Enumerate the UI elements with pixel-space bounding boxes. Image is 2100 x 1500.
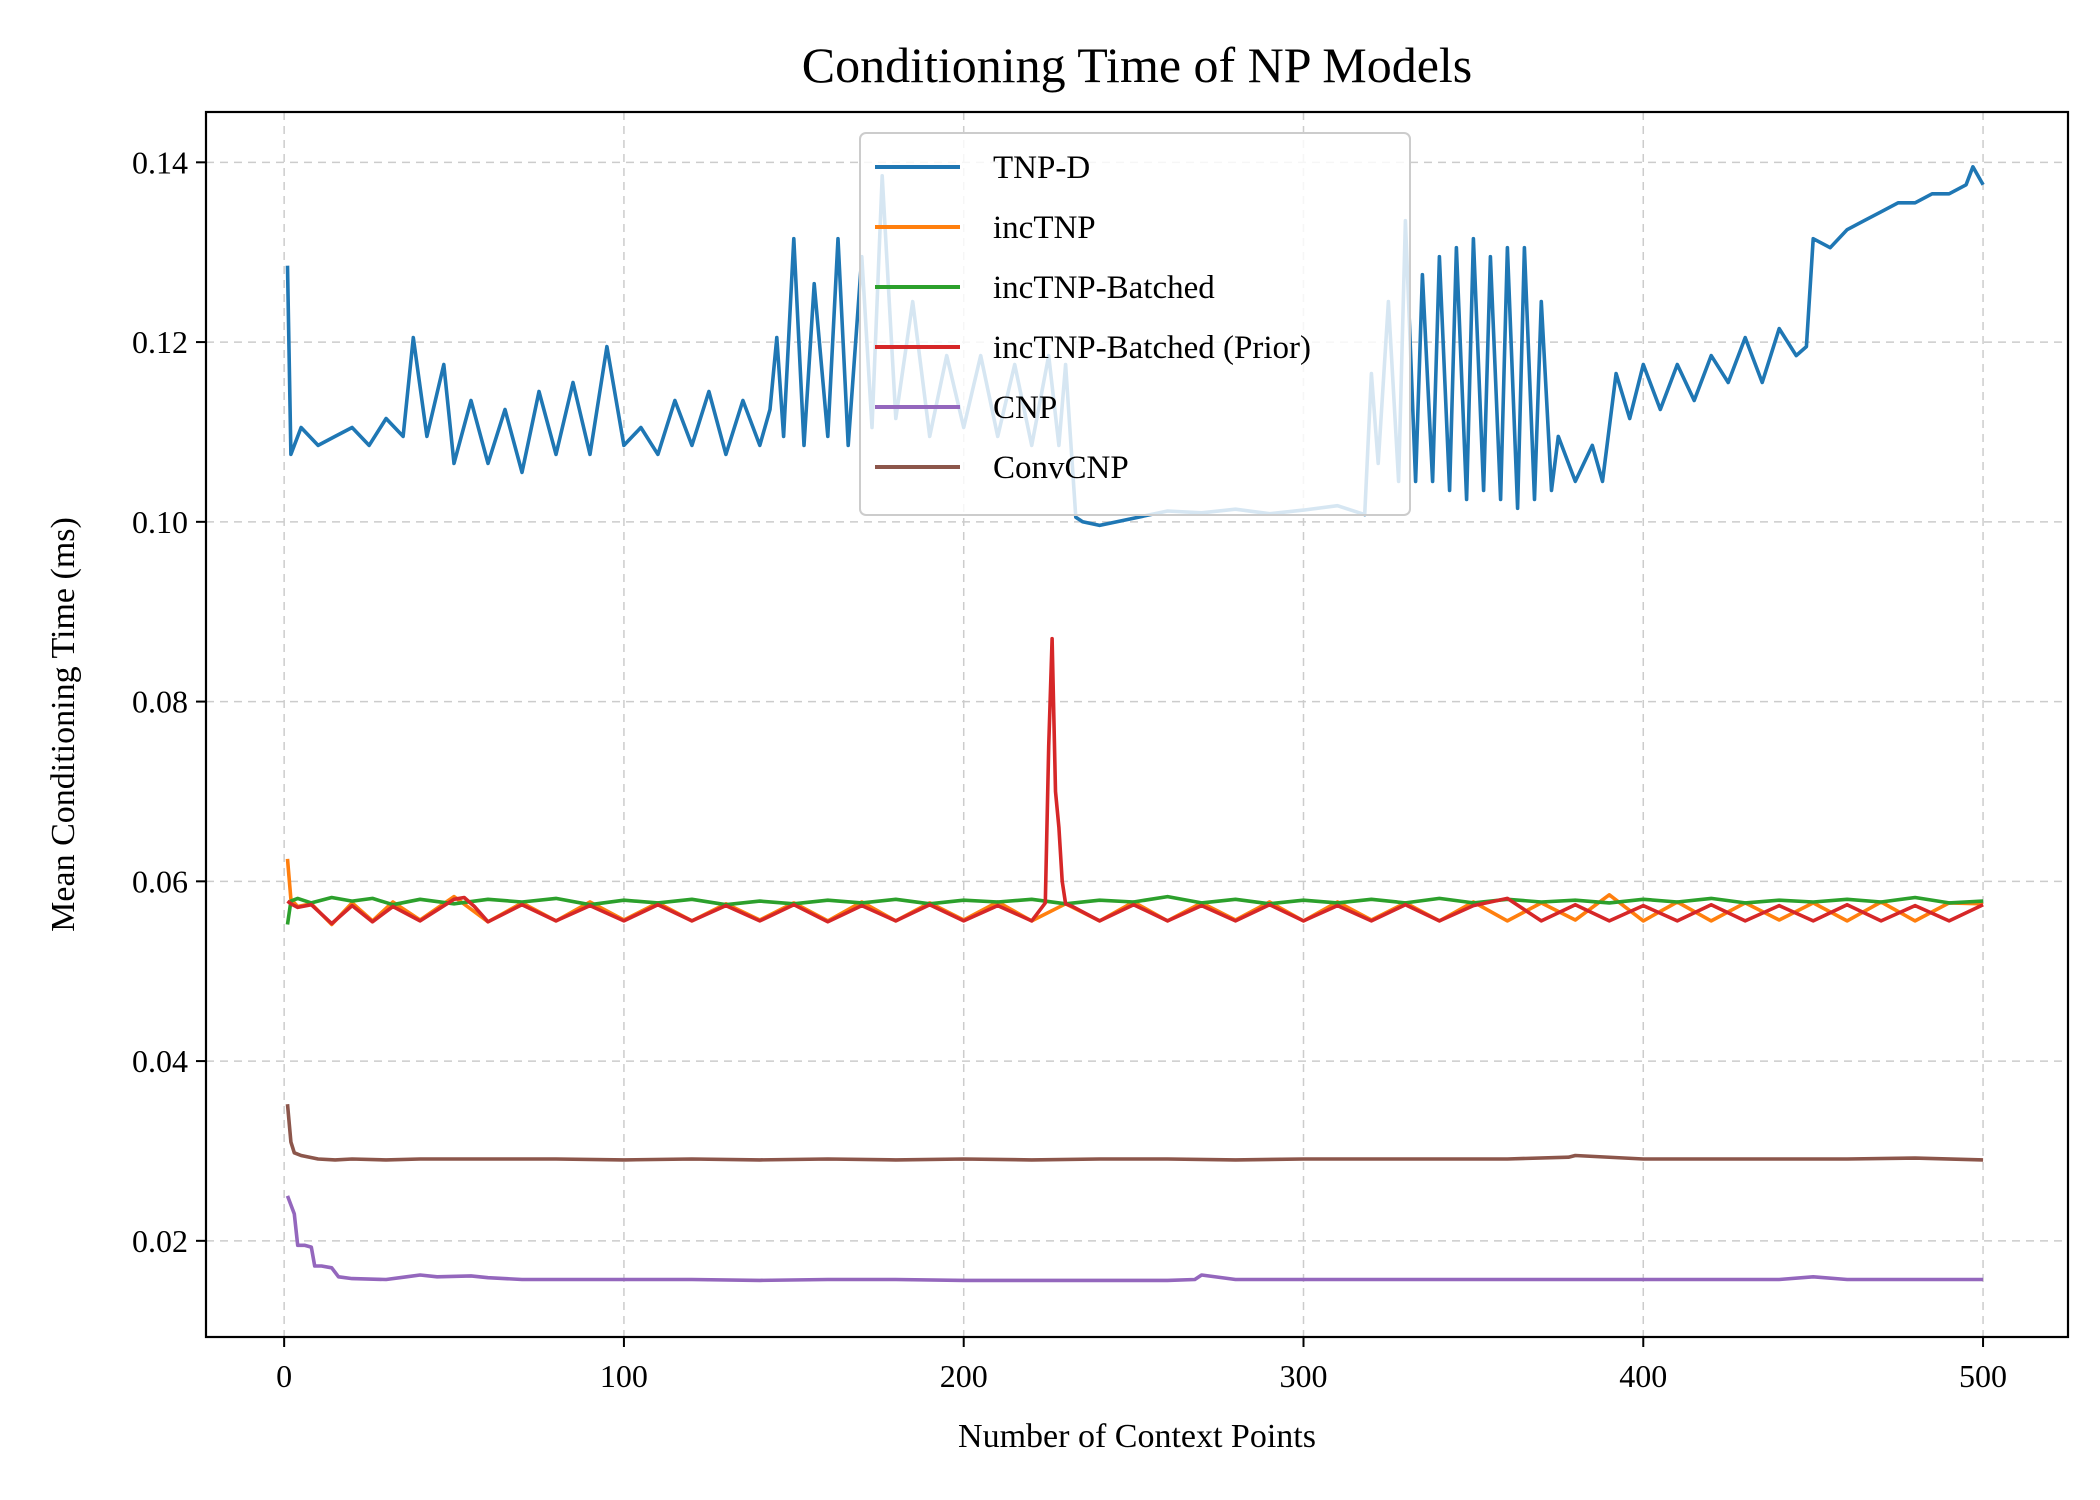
series-line-cnp	[285, 1195, 1984, 1283]
plot-frame	[204, 110, 2070, 1339]
x-tick-label: 100	[600, 1358, 648, 1394]
x-tick-label: 500	[1959, 1358, 2007, 1394]
x-tick-label: 0	[276, 1358, 292, 1394]
y-tick-label: 0.02	[132, 1223, 188, 1259]
y-tick-label: 0.06	[132, 863, 188, 899]
x-tick-label: 200	[940, 1358, 988, 1394]
legend-entry: ConvCNP	[993, 450, 1129, 486]
y-tick-label: 0.10	[132, 504, 188, 540]
series-lines	[285, 165, 1985, 1283]
x-axis-label: Number of Context Points	[958, 1418, 1316, 1455]
y-axis-label: Mean Conditioning Time (ms)	[45, 517, 82, 932]
legend: TNP-D incTNP incTNP-Batched incTNP-Batched …	[859, 132, 1411, 516]
legend-entry: incTNP	[993, 210, 1096, 246]
y-tick-label: 0.14	[132, 144, 188, 180]
chart-title: Conditioning Time of NP Models	[802, 37, 1472, 93]
series-line-tnp-d	[285, 165, 1985, 528]
x-tick-label: 400	[1619, 1358, 1667, 1394]
grid	[206, 112, 2068, 1337]
legend-entry: TNP-D	[993, 150, 1090, 186]
y-tick-label: 0.12	[132, 324, 188, 360]
legend-entry: CNP	[993, 390, 1057, 426]
legend-entry: incTNP-Batched (Prior)	[993, 330, 1311, 366]
y-tick-label: 0.04	[132, 1043, 188, 1079]
series-line-inctnp-batched-prior	[286, 636, 1984, 926]
x-tick-label: 300	[1279, 1358, 1327, 1394]
legend-box	[859, 132, 1411, 516]
legend-entry: incTNP-Batched	[993, 270, 1215, 306]
y-tick-label: 0.08	[132, 684, 188, 720]
series-line-convcnp	[285, 1104, 1984, 1162]
axis-ticks: 0 100 200 300 400 500 0.02 0.04 0.06 0.08 0.10 0.12…	[132, 144, 2007, 1394]
